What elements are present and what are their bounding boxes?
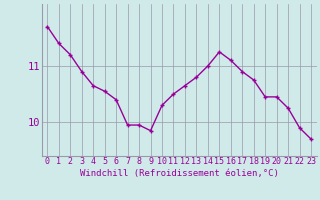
X-axis label: Windchill (Refroidissement éolien,°C): Windchill (Refroidissement éolien,°C) bbox=[80, 169, 279, 178]
